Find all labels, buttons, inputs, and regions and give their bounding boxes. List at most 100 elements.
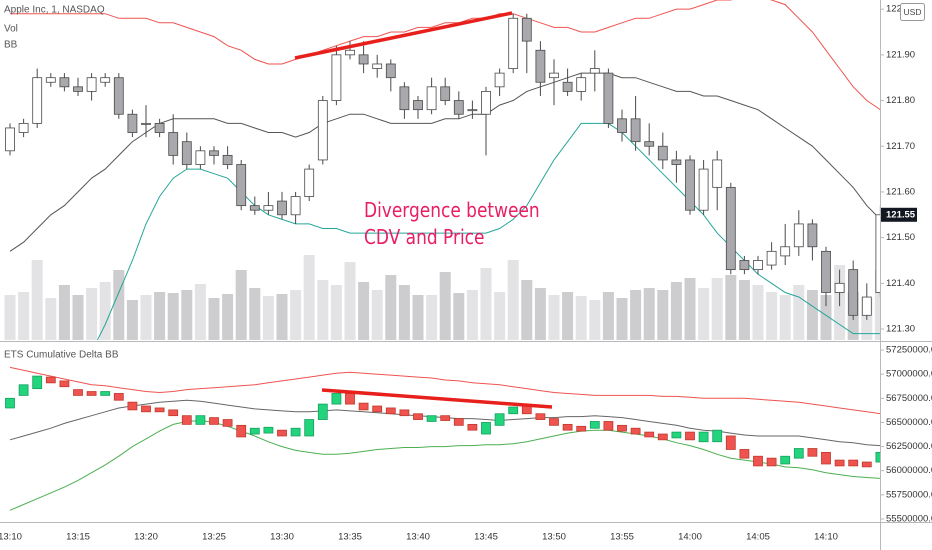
volume-bar — [290, 290, 302, 340]
band-line — [10, 0, 880, 111]
volume-bar — [494, 292, 506, 340]
candle-body — [848, 269, 859, 316]
volume-bar — [276, 294, 288, 340]
candle-body — [32, 375, 43, 390]
candle-body — [141, 122, 151, 125]
candle-body — [304, 419, 315, 437]
candle-body — [535, 49, 546, 83]
y-tick-label: 121.30 — [886, 324, 915, 335]
candle-body — [467, 423, 478, 431]
candle-body — [671, 159, 682, 165]
volume-bar — [534, 288, 546, 340]
candle-body — [861, 296, 872, 316]
volume-bar — [453, 293, 465, 340]
candle-body — [222, 419, 233, 427]
volume-bar — [371, 290, 383, 340]
candle-body — [494, 72, 505, 88]
candle-body — [59, 380, 70, 388]
volume-bar — [344, 262, 356, 340]
candle-body — [780, 455, 791, 465]
currency-box[interactable] — [900, 3, 925, 21]
candle-body — [766, 250, 777, 266]
candle-body — [277, 200, 287, 216]
currency[interactable]: USD — [904, 7, 922, 17]
y-tick-label: 121.70 — [886, 141, 915, 152]
candle-body — [59, 77, 70, 88]
volume-bar — [154, 292, 166, 340]
candle-body — [331, 393, 342, 405]
candle-body — [685, 159, 695, 211]
x-tick-label: 13:45 — [474, 532, 498, 543]
candle-body — [113, 77, 124, 115]
candle-body — [521, 405, 532, 415]
volume-bar — [222, 294, 234, 340]
candle-body — [331, 54, 342, 101]
candle-body — [209, 417, 219, 425]
y-tick-label: 57000000.0 — [886, 369, 932, 380]
volume-bar — [575, 296, 587, 340]
volume-bar — [45, 298, 57, 340]
candle-body — [589, 421, 600, 429]
candle-body — [848, 459, 859, 467]
candle-body — [154, 122, 165, 133]
candle-body — [236, 424, 247, 438]
candle-body — [562, 423, 573, 431]
candle-body — [181, 141, 192, 165]
candle-body — [793, 448, 804, 459]
candle-body — [657, 145, 668, 161]
candle-body — [168, 409, 179, 417]
y-tick-label: 121.80 — [886, 95, 915, 106]
volume-bar — [766, 292, 778, 340]
indicator-label: Vol — [4, 24, 18, 35]
candle-body — [698, 431, 709, 443]
candle-body — [413, 100, 423, 111]
volume-bar — [752, 285, 764, 340]
candle-body — [358, 54, 369, 65]
candle-body — [698, 168, 709, 211]
volume-bar — [181, 290, 193, 340]
candle-body — [168, 132, 179, 156]
candle-body — [141, 405, 151, 413]
candle-body — [45, 77, 56, 83]
candle-body — [725, 186, 736, 271]
candle-body — [277, 429, 287, 437]
candle-body — [685, 431, 695, 441]
candle-body — [576, 425, 587, 432]
volume-bar — [589, 300, 601, 340]
candle-body — [821, 451, 831, 465]
y-tick-label: 56750000.0 — [886, 393, 932, 404]
candle-body — [345, 393, 355, 405]
candle-body — [113, 393, 124, 401]
candle-body — [535, 413, 546, 420]
candle-body — [780, 246, 791, 257]
volume-bar — [398, 285, 410, 340]
volume-bar — [358, 282, 370, 340]
candle-body — [712, 159, 723, 188]
volume-bar — [548, 295, 560, 340]
candle-body — [589, 68, 600, 74]
volume-bar — [303, 255, 315, 340]
volume-bar — [385, 275, 397, 340]
x-tick-label: 14:10 — [814, 532, 838, 543]
y-tick-label: 56000000.0 — [886, 465, 932, 476]
volume-bar — [643, 288, 655, 340]
annotation: CDV and Price — [364, 227, 484, 250]
candle-body — [725, 435, 736, 450]
volume-bar — [426, 295, 438, 340]
y-tick-label: 56250000.0 — [886, 441, 932, 452]
volume-bar — [317, 280, 329, 340]
volume-bar — [466, 290, 478, 340]
candle-body — [508, 406, 519, 415]
x-tick-label: 13:10 — [0, 532, 22, 543]
volume-bar — [562, 292, 574, 340]
volume-bar — [99, 282, 111, 340]
candle-body — [18, 384, 29, 396]
candle-body — [521, 17, 532, 42]
candle-body — [249, 427, 260, 435]
candle-body — [127, 113, 138, 133]
candle-body — [617, 118, 627, 133]
candle-body — [263, 205, 274, 211]
volume-bar — [806, 290, 818, 340]
candle-body — [753, 260, 763, 271]
